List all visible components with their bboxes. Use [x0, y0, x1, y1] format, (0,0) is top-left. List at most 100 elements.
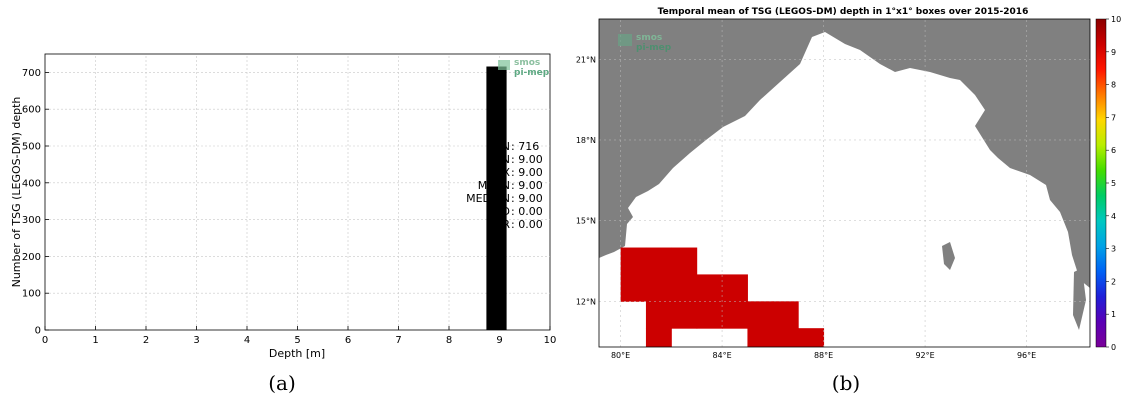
lon-tick-label: 84°E	[712, 351, 731, 360]
land-mass	[599, 19, 1090, 288]
colorbar-tick-label: 7	[1111, 113, 1116, 122]
y-tick-label: 600	[22, 105, 41, 116]
colorbar-tick-label: 10	[1111, 15, 1121, 24]
y-tick-label: 0	[35, 326, 41, 337]
y-ticks: 0 100 200 300 400 500 600 700	[22, 68, 49, 337]
stat-value: : 9.00	[511, 166, 543, 179]
data-cells	[620, 247, 825, 347]
y-tick-label: 700	[22, 68, 41, 79]
stat-value: : 9.00	[511, 153, 543, 166]
colorbar-tick-label: 1	[1111, 310, 1116, 319]
stat-value: : 9.00	[511, 192, 543, 205]
data-cell	[772, 328, 799, 347]
stat-label: MEDIAN	[466, 192, 510, 205]
data-cell	[671, 247, 698, 275]
histogram-panel: 0 1 2 3 4 5 6 7 8 9 10 0 100 200 300 400 500 600 700 N: 7…	[10, 53, 557, 395]
x-tick-label: 9	[496, 335, 502, 346]
bar	[486, 66, 507, 331]
map-panel: Temporal mean of TSG (LEGOS-DM) depth in…	[576, 7, 1121, 395]
data-cell	[671, 301, 698, 329]
y-tick-label: 300	[22, 215, 41, 226]
smos-logo-b: smos pi-mep	[618, 33, 672, 53]
lon-tick-label: 88°E	[814, 351, 833, 360]
colorbar	[1095, 18, 1107, 348]
colorbar-ticks: 0 1 2 3 4 5 6 7 8 9 10	[1106, 15, 1121, 352]
data-cell	[798, 328, 825, 347]
lon-tick-label: 80°E	[611, 351, 630, 360]
lon-tick-label: 96°E	[1017, 351, 1036, 360]
logo-icon	[618, 34, 632, 46]
stat-value: : 9.00	[511, 179, 543, 192]
data-cell	[671, 274, 698, 302]
colorbar-tick-label: 9	[1111, 48, 1116, 57]
data-cell	[772, 301, 799, 329]
map-area	[599, 19, 1090, 347]
y-tick-label: 200	[22, 252, 41, 263]
lon-tick-label: 92°E	[915, 351, 934, 360]
x-tick-label: 8	[446, 335, 452, 346]
colorbar-tick-label: 6	[1111, 146, 1116, 155]
data-cell	[620, 274, 647, 302]
bars	[486, 66, 507, 331]
stat-value: : 0.00	[511, 218, 543, 231]
x-tick-label: 2	[143, 335, 149, 346]
map-title: Temporal mean of TSG (LEGOS-DM) depth in…	[658, 7, 1029, 17]
colorbar-tick-label: 4	[1111, 212, 1116, 221]
x-axis-label: Depth [m]	[269, 347, 325, 360]
smos-logo-a: smos pi-mep	[498, 58, 550, 78]
stat-label: MIN	[489, 153, 510, 166]
map-frame	[598, 18, 1091, 348]
logo-line1: smos	[636, 33, 662, 43]
data-cell	[696, 274, 723, 302]
stat-label: STD	[488, 205, 510, 218]
x-tick-label: 1	[92, 335, 98, 346]
lat-tick-label: 18°N	[576, 136, 596, 145]
data-cell	[696, 301, 723, 329]
logo-line2: pi-mep	[636, 43, 672, 53]
stat-label: N	[502, 140, 510, 153]
map-grid	[599, 19, 1090, 347]
lat-ticks: 21°N 18°N 15°N 12°N	[576, 55, 596, 306]
stat-value: : 716	[511, 140, 539, 153]
y-axis-label: Number of TSG (LEGOS-DM) depth	[10, 97, 23, 288]
stat-label: MAX	[485, 166, 510, 179]
colorbar-tick-label: 0	[1111, 343, 1116, 352]
colorbar-tick-label: 5	[1111, 179, 1116, 188]
x-ticks: 0 1 2 3 4 5 6 7 8 9 10	[42, 326, 557, 346]
lat-tick-label: 21°N	[576, 55, 596, 64]
colorbar-tick-label: 3	[1111, 245, 1116, 254]
caption-a: (a)	[268, 371, 296, 395]
caption-b: (b)	[832, 371, 860, 395]
data-cell	[747, 328, 774, 347]
colorbar-tick-label: 2	[1111, 277, 1116, 286]
x-tick-label: 4	[244, 335, 250, 346]
colorbar-tick-label: 8	[1111, 81, 1116, 90]
lat-tick-label: 12°N	[576, 297, 596, 306]
data-cell	[645, 247, 672, 275]
stat-label: IQR	[490, 218, 510, 231]
x-tick-label: 0	[42, 335, 48, 346]
x-tick-label: 5	[294, 335, 300, 346]
lon-ticks: 80°E 84°E 88°E 92°E 96°E	[611, 351, 1036, 360]
island-nicobar	[1073, 268, 1086, 330]
y-tick-label: 500	[22, 142, 41, 153]
logo-line1: smos	[514, 58, 540, 68]
x-tick-label: 7	[395, 335, 401, 346]
data-cell	[620, 247, 647, 275]
y-tick-label: 100	[22, 289, 41, 300]
island-andaman	[942, 242, 955, 270]
logo-line2: pi-mep	[514, 68, 550, 78]
stat-label: MEAN	[478, 179, 510, 192]
logo-icon	[498, 60, 510, 70]
data-cell	[645, 301, 672, 329]
data-cell	[747, 301, 774, 329]
x-tick-label: 3	[193, 335, 199, 346]
x-tick-label: 6	[345, 335, 351, 346]
data-cell	[722, 301, 748, 329]
x-tick-label: 10	[544, 335, 557, 346]
y-tick-label: 400	[22, 178, 41, 189]
data-cell	[645, 274, 672, 302]
stat-value: : 0.00	[511, 205, 543, 218]
